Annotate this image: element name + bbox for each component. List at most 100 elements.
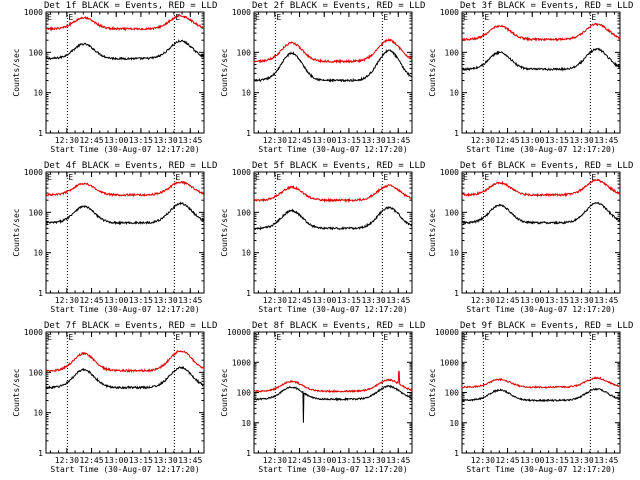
- y-tick-label: 100: [29, 368, 44, 377]
- start-marker-label: E: [463, 13, 468, 22]
- event-marker-label: E: [484, 173, 489, 182]
- y-axis-label: Counts/sec: [220, 368, 229, 416]
- x-tick-label: 12:30: [471, 456, 495, 465]
- y-tick-label: 1000: [232, 8, 251, 17]
- x-tick-label: 13:15: [545, 296, 569, 305]
- x-tick-label: 13:00: [312, 136, 336, 145]
- x-tick-label: 12:30: [471, 296, 495, 305]
- y-tick-label: 10: [241, 419, 251, 428]
- x-tick-label: 13:15: [337, 136, 361, 145]
- panel-title: Det 2f BLACK = Events, RED = LLD: [252, 1, 425, 11]
- x-tick-label: 13:30: [154, 296, 178, 305]
- panel-7: Det 7f BLACK = Events, RED = LLD 1 10 100 10…: [12, 321, 217, 474]
- x-tick-label: 12:45: [79, 296, 103, 305]
- panel-title: Det 4f BLACK = Events, RED = LLD: [44, 161, 217, 171]
- series-events-line: [45, 201, 205, 226]
- y-tick-label: 1000: [232, 358, 251, 367]
- panel-5: Det 5f BLACK = Events, RED = LLD 1 10 100 10…: [220, 161, 425, 314]
- y-tick-label: 10: [33, 409, 43, 418]
- event-marker-label: E: [276, 13, 281, 22]
- y-tick-label: 100: [29, 48, 44, 57]
- y-axis-label: Counts/sec: [220, 208, 229, 256]
- event-marker-label: E: [591, 173, 596, 182]
- y-tick-label: 1: [454, 449, 459, 458]
- x-tick-label: 13:30: [154, 136, 178, 145]
- start-marker-label: E: [255, 13, 260, 22]
- event-marker-label: E: [276, 333, 281, 342]
- y-tick-label: 1: [454, 289, 459, 298]
- y-tick-label: 1: [454, 129, 459, 138]
- x-tick-label: 12:45: [287, 456, 311, 465]
- y-tick-label: 1: [38, 129, 43, 138]
- x-tick-label: 13:00: [104, 136, 128, 145]
- x-tick-label: 12:30: [263, 456, 287, 465]
- y-tick-label: 1: [246, 449, 251, 458]
- x-tick-label: 13:00: [104, 456, 128, 465]
- x-tick-label: 13:30: [362, 456, 386, 465]
- plot-frame: [461, 11, 621, 134]
- x-tick-label: 13:15: [337, 296, 361, 305]
- y-axis-label: Counts/sec: [12, 208, 21, 256]
- x-axis-label: Start Time (30-Aug-07 12:17:20): [466, 305, 615, 314]
- x-axis-label: Start Time (30-Aug-07 12:17:20): [258, 465, 407, 474]
- y-tick-label: 10: [449, 89, 459, 98]
- start-marker-label: E: [47, 173, 52, 182]
- x-tick-label: 13:00: [520, 456, 544, 465]
- y-tick-label: 100: [237, 48, 252, 57]
- y-axis-label: Counts/sec: [12, 48, 21, 96]
- series-lld-line: [45, 180, 205, 198]
- event-marker-label: E: [175, 173, 180, 182]
- x-tick-label: 12:45: [287, 296, 311, 305]
- plot-frame: [45, 171, 205, 294]
- panel-2: Det 2f BLACK = Events, RED = LLD 1 10 100 10…: [220, 1, 425, 154]
- y-tick-label: 1000: [440, 168, 459, 177]
- y-tick-label: 10: [449, 419, 459, 428]
- x-tick-label: 13:45: [594, 296, 618, 305]
- series-events-line: [45, 365, 205, 390]
- x-tick-label: 13:30: [154, 456, 178, 465]
- x-tick-label: 13:45: [386, 136, 410, 145]
- x-tick-label: 13:30: [362, 296, 386, 305]
- y-tick-label: 1000: [24, 168, 43, 177]
- series-events-line: [461, 47, 621, 72]
- y-tick-label: 100: [237, 208, 252, 217]
- x-axis-label: Start Time (30-Aug-07 12:17:20): [466, 145, 615, 154]
- panel-title: Det 1f BLACK = Events, RED = LLD: [44, 1, 217, 11]
- plot-frame: [253, 171, 413, 294]
- y-tick-label: 100: [445, 48, 460, 57]
- start-marker-label: E: [463, 173, 468, 182]
- y-tick-label: 10: [449, 249, 459, 258]
- x-tick-label: 12:45: [495, 296, 519, 305]
- x-tick-label: 12:30: [263, 296, 287, 305]
- panel-8: Det 8f BLACK = Events, RED = LLD 1 10 100 10…: [220, 321, 425, 474]
- y-axis-label: Counts/sec: [12, 368, 21, 416]
- y-tick-label: 10: [33, 89, 43, 98]
- x-tick-label: 12:45: [287, 136, 311, 145]
- panel-title: Det 9f BLACK = Events, RED = LLD: [460, 321, 633, 331]
- event-marker-label: E: [591, 13, 596, 22]
- series-events-line: [253, 384, 413, 423]
- event-marker-label: E: [383, 333, 388, 342]
- series-lld-line: [461, 178, 621, 198]
- start-marker-label: E: [255, 333, 260, 342]
- y-axis-label: Counts/sec: [428, 48, 437, 96]
- plot-frame: [45, 11, 205, 134]
- series-lld-line: [46, 350, 205, 374]
- y-tick-label: 10: [241, 89, 251, 98]
- start-marker-label: E: [463, 333, 468, 342]
- x-tick-label: 13:15: [129, 296, 153, 305]
- y-axis-label: Counts/sec: [428, 208, 437, 256]
- series-lld-line: [461, 22, 621, 43]
- x-tick-label: 13:00: [520, 136, 544, 145]
- y-tick-label: 1: [38, 289, 43, 298]
- x-tick-label: 13:45: [594, 136, 618, 145]
- x-tick-label: 13:15: [545, 456, 569, 465]
- series-lld-line: [253, 37, 413, 65]
- panel-title: Det 8f BLACK = Events, RED = LLD: [252, 321, 425, 331]
- series-lld-line: [253, 184, 413, 204]
- x-tick-label: 13:45: [386, 456, 410, 465]
- x-axis-label: Start Time (30-Aug-07 12:17:20): [466, 465, 615, 474]
- x-tick-label: 13:30: [570, 296, 594, 305]
- x-axis-label: Start Time (30-Aug-07 12:17:20): [50, 145, 199, 154]
